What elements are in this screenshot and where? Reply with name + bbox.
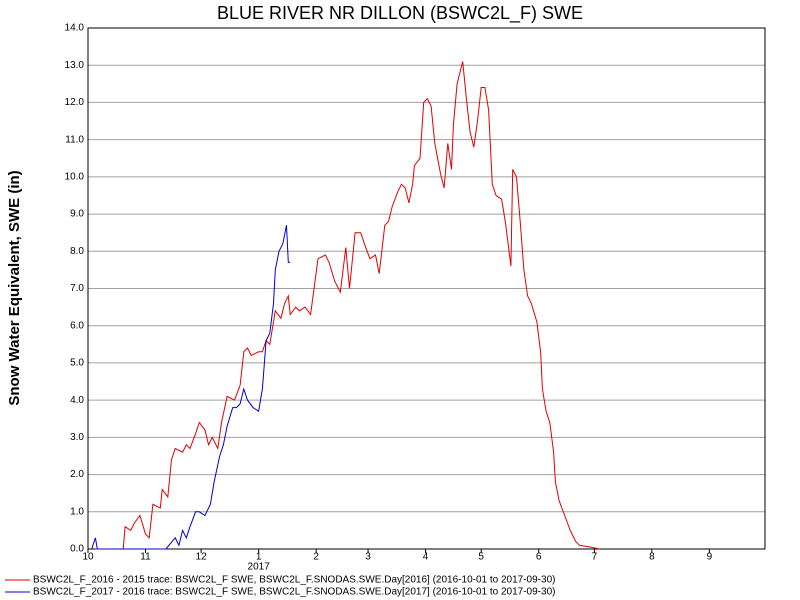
series-line bbox=[95, 61, 601, 550]
y-tick-label: 4.0 bbox=[70, 395, 84, 406]
y-tick-label: 6.0 bbox=[70, 320, 84, 331]
legend-label: BSWC2L_F_2016 - 2015 trace: BSWC2L_F SWE… bbox=[33, 575, 555, 586]
plot-frame bbox=[87, 27, 766, 550]
x-tick-label: 10 bbox=[82, 552, 94, 563]
year-label: 2017 bbox=[248, 562, 271, 573]
y-tick-label: 1.0 bbox=[70, 506, 84, 517]
x-tick-label: 9 bbox=[707, 552, 713, 563]
x-tick-label: 8 bbox=[649, 552, 655, 563]
x-tick-label: 1 bbox=[256, 552, 262, 563]
y-tick-label: 10.0 bbox=[65, 171, 85, 182]
x-tick-label: 6 bbox=[536, 552, 542, 563]
x-tick-label: 11 bbox=[140, 552, 151, 563]
x-tick-label: 12 bbox=[196, 552, 208, 563]
y-tick-label: 5.0 bbox=[70, 358, 84, 369]
x-tick-label: 4 bbox=[423, 552, 429, 563]
y-tick-label: 8.0 bbox=[70, 246, 84, 257]
y-tick-label: 2.0 bbox=[70, 469, 84, 480]
y-tick-label: 14.0 bbox=[65, 23, 85, 34]
y-tick-label: 11.0 bbox=[65, 134, 84, 145]
legend-label: BSWC2L_F_2017 - 2016 trace: BSWC2L_F SWE… bbox=[33, 587, 555, 598]
y-tick-label: 9.0 bbox=[70, 209, 84, 220]
y-tick-label: 12.0 bbox=[65, 97, 85, 108]
y-axis-label: Snow Water Equivalent, SWE (in) bbox=[6, 170, 23, 405]
y-tick-label: 3.0 bbox=[70, 432, 84, 443]
y-tick-label: 7.0 bbox=[70, 283, 84, 294]
y-tick-label: 13.0 bbox=[65, 60, 85, 71]
x-tick-label: 3 bbox=[365, 552, 371, 563]
x-tick-label: 5 bbox=[478, 552, 484, 563]
y-tick-label: 0.0 bbox=[70, 544, 84, 555]
x-tick-label: 2 bbox=[313, 552, 319, 563]
chart-title: BLUE RIVER NR DILLON (BSWC2L_F) SWE bbox=[217, 3, 583, 24]
x-tick-label: 7 bbox=[592, 552, 598, 563]
series-line bbox=[91, 225, 291, 550]
